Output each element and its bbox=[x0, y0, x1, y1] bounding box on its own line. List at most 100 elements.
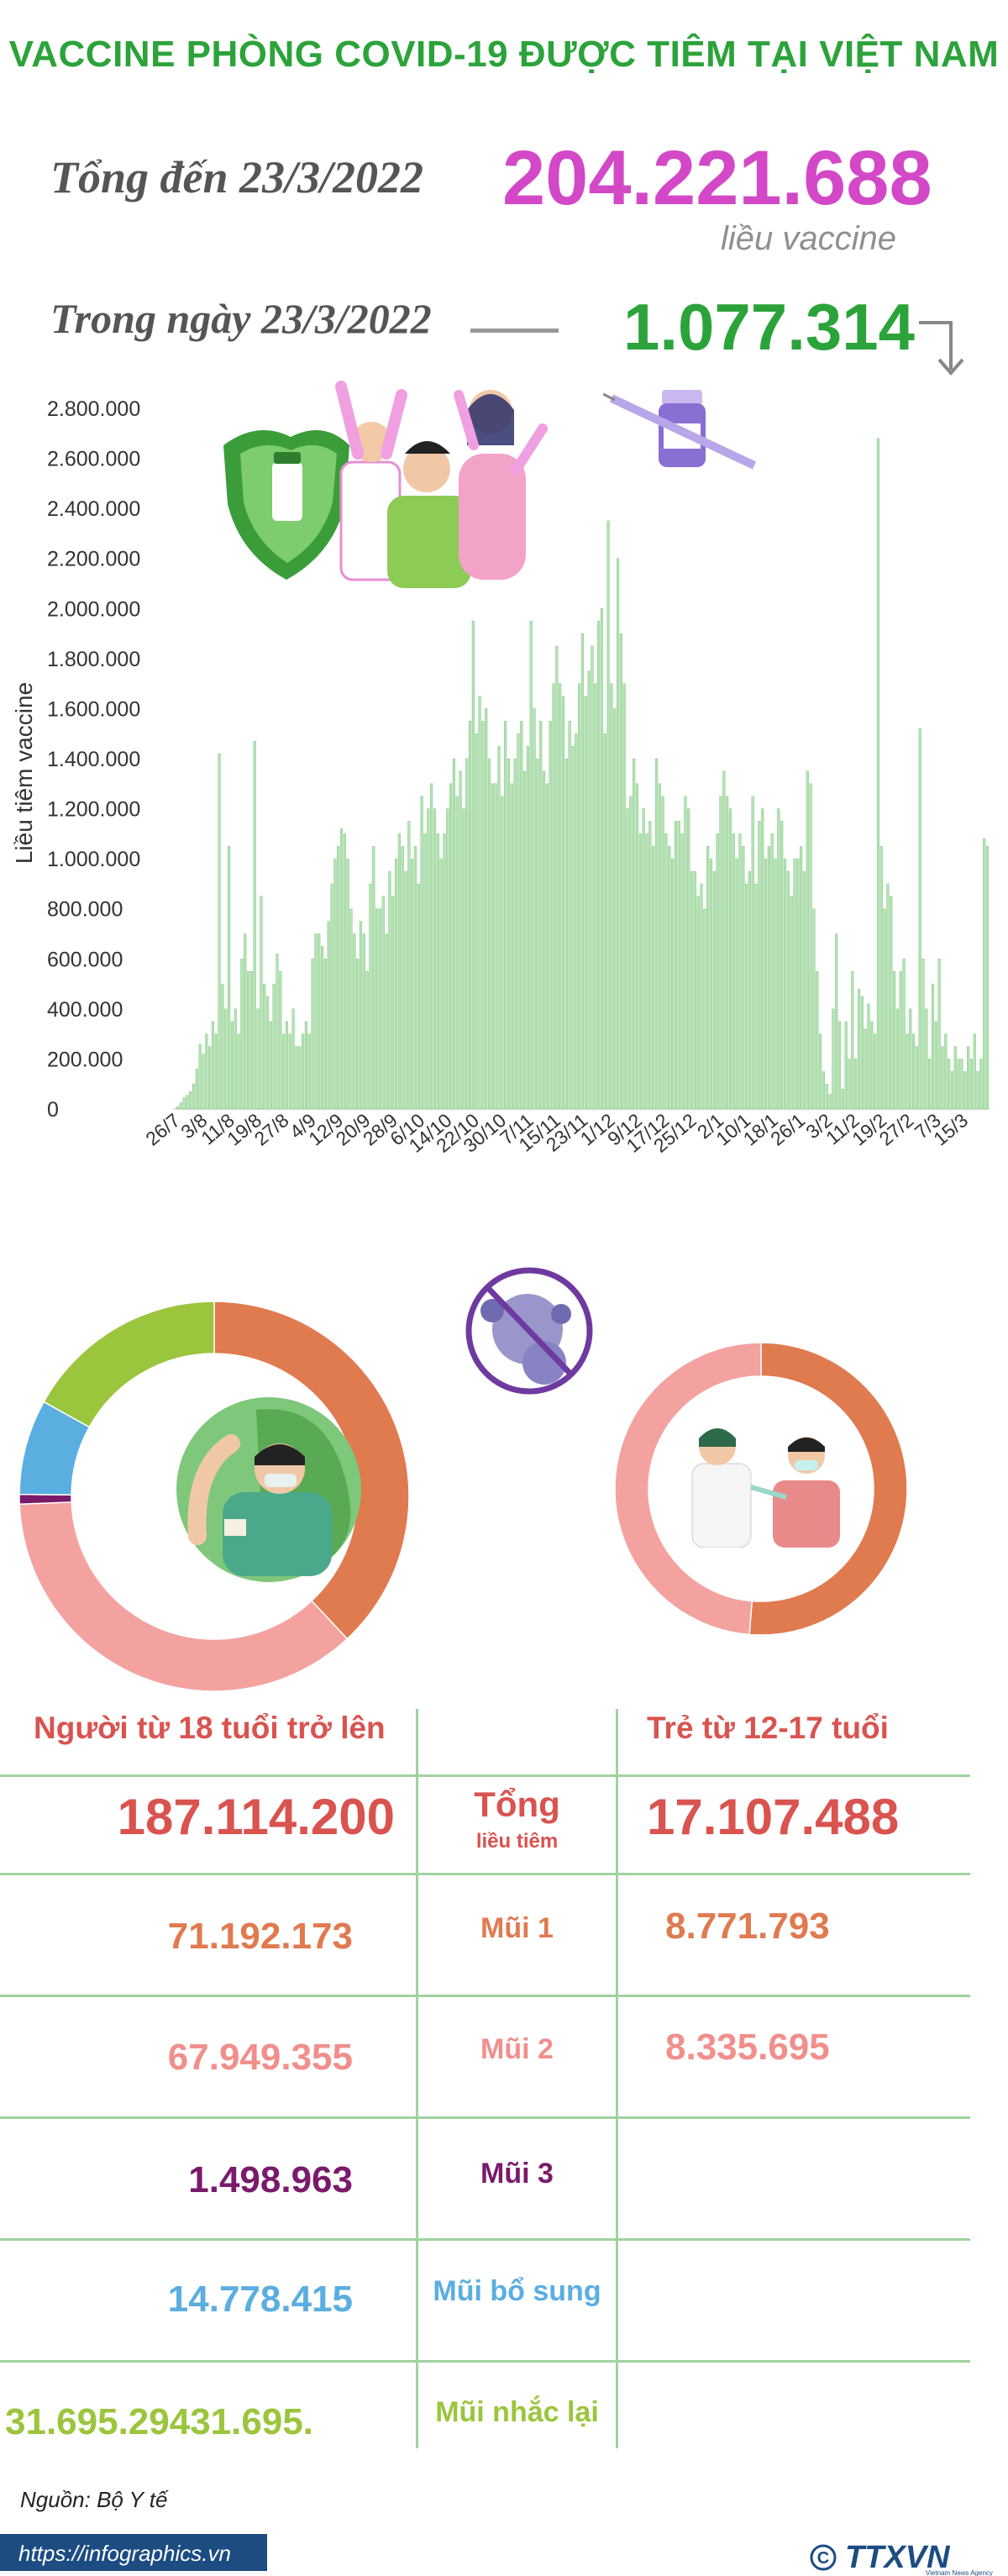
adults-column-heading: Người từ 18 tuổi trở lên bbox=[34, 1711, 386, 1745]
chart-bar bbox=[706, 846, 710, 1110]
children-column-heading: Trẻ từ 12-17 tuổi bbox=[647, 1711, 889, 1745]
chart-bar bbox=[369, 883, 372, 1110]
chart-bar bbox=[337, 846, 340, 1110]
chart-bar bbox=[513, 758, 517, 1110]
chart-bars bbox=[176, 438, 990, 1110]
chart-bar bbox=[613, 708, 617, 1110]
chart-bar bbox=[732, 833, 735, 1110]
chart-bar bbox=[346, 858, 349, 1110]
chart-bar bbox=[439, 858, 443, 1110]
chart-bar bbox=[578, 683, 581, 1110]
chart-bar bbox=[893, 970, 896, 1110]
chart-bar bbox=[208, 1046, 212, 1110]
chart-bar bbox=[443, 833, 446, 1110]
chart-bar bbox=[600, 608, 603, 1110]
adults-extra-value: 14.778.415 bbox=[167, 2279, 353, 2320]
chart-bar bbox=[260, 896, 263, 1110]
chart-bar bbox=[680, 833, 684, 1110]
chart-bar bbox=[726, 796, 729, 1110]
x-tick-labels: 26/73/811/819/827/84/912/920/928/96/1014… bbox=[141, 1109, 972, 1157]
chart-bar bbox=[825, 1084, 828, 1110]
chart-bar bbox=[542, 770, 546, 1110]
chart-bar bbox=[748, 870, 751, 1110]
chart-bar bbox=[580, 633, 585, 1110]
chart-bar bbox=[906, 1033, 909, 1110]
chart-bar bbox=[353, 933, 356, 1110]
chart-bar bbox=[302, 1033, 305, 1110]
row-label-dose2: Mũi 2 bbox=[480, 2033, 554, 2065]
chart-bar bbox=[417, 883, 420, 1110]
chart-bar bbox=[491, 783, 494, 1110]
chart-bar bbox=[234, 1008, 237, 1110]
chart-bar bbox=[786, 870, 790, 1110]
chart-bar bbox=[687, 808, 690, 1110]
chart-bar bbox=[523, 770, 527, 1110]
chart-bar bbox=[211, 1021, 215, 1110]
chart-bar bbox=[928, 1059, 932, 1110]
ttxvn-logo: C TTXVN Vietnam News Agency bbox=[810, 2542, 993, 2576]
adults-dose3-value: 1.498.963 bbox=[188, 2159, 353, 2200]
chart-bar bbox=[931, 983, 935, 1110]
adults-booster-value: 31.695.29431.695. bbox=[5, 2401, 314, 2442]
chart-bar bbox=[812, 908, 816, 1110]
celebrating-people-illustration bbox=[223, 381, 548, 588]
chart-bar bbox=[455, 796, 459, 1110]
chart-bar bbox=[298, 1046, 302, 1110]
chart-bar bbox=[832, 1008, 835, 1110]
adults-donut-chart bbox=[18, 1301, 410, 1692]
chart-bar bbox=[504, 721, 507, 1110]
chart-bar bbox=[311, 959, 314, 1110]
chart-bar bbox=[182, 1097, 186, 1110]
y-tick-label: 0 bbox=[47, 1098, 59, 1122]
chart-bar bbox=[770, 833, 774, 1110]
row-label-booster: Mũi nhắc lại bbox=[435, 2396, 599, 2428]
chart-bar bbox=[195, 1069, 198, 1110]
chart-bar bbox=[761, 808, 764, 1110]
chart-bar bbox=[536, 758, 539, 1110]
chart-bar bbox=[307, 1033, 311, 1110]
chart-bar bbox=[754, 883, 758, 1110]
chart-bar bbox=[800, 846, 803, 1110]
donut-slice-dose2 bbox=[614, 1342, 762, 1636]
vaccine-vial-syringe-icon bbox=[603, 390, 757, 470]
chart-bar bbox=[709, 858, 713, 1110]
chart-bar bbox=[837, 1021, 842, 1110]
chart-bar bbox=[622, 683, 626, 1110]
chart-bar bbox=[652, 846, 655, 1110]
child-vaccination-illustration bbox=[691, 1428, 840, 1548]
total-label: Tổng đến 23/3/2022 bbox=[50, 152, 424, 202]
y-tick-label: 600.000 bbox=[47, 948, 123, 971]
y-tick-label: 1.000.000 bbox=[47, 848, 140, 871]
footer-url-link[interactable]: https://infographics.vn bbox=[18, 2541, 231, 2566]
chart-bar bbox=[452, 758, 455, 1110]
chart-bar bbox=[487, 758, 491, 1110]
chart-bar bbox=[816, 970, 819, 1110]
chart-bar bbox=[883, 908, 886, 1110]
chart-bar bbox=[767, 846, 770, 1110]
chart-bar bbox=[728, 808, 732, 1110]
chart-bar bbox=[915, 1046, 918, 1110]
y-tick-label: 2.400.000 bbox=[47, 497, 140, 521]
donut-slice-dose3 bbox=[18, 1493, 72, 1506]
chart-bar bbox=[372, 846, 375, 1110]
chart-bar bbox=[793, 858, 796, 1110]
chart-bar bbox=[645, 833, 648, 1110]
chart-bar bbox=[279, 970, 282, 1110]
chart-bar bbox=[806, 770, 809, 1110]
chart-bar bbox=[948, 1059, 951, 1110]
y-tick-label: 1.600.000 bbox=[47, 697, 140, 721]
chart-bar bbox=[684, 796, 687, 1110]
chart-bar bbox=[189, 1091, 192, 1110]
chart-bar bbox=[497, 745, 501, 1110]
source-note: Nguồn: Bộ Y tế bbox=[20, 2487, 168, 2512]
chart-bar bbox=[404, 870, 407, 1110]
chart-bar bbox=[545, 783, 549, 1110]
daily-doses-value: 1.077.314 bbox=[623, 290, 916, 364]
y-tick-label: 2.600.000 bbox=[47, 448, 140, 471]
chart-bar bbox=[295, 1046, 298, 1110]
chart-bar bbox=[783, 858, 787, 1110]
chart-bar bbox=[272, 983, 276, 1110]
chart-bar bbox=[633, 758, 636, 1110]
chart-bar bbox=[394, 858, 398, 1110]
chart-bar bbox=[616, 558, 620, 1110]
